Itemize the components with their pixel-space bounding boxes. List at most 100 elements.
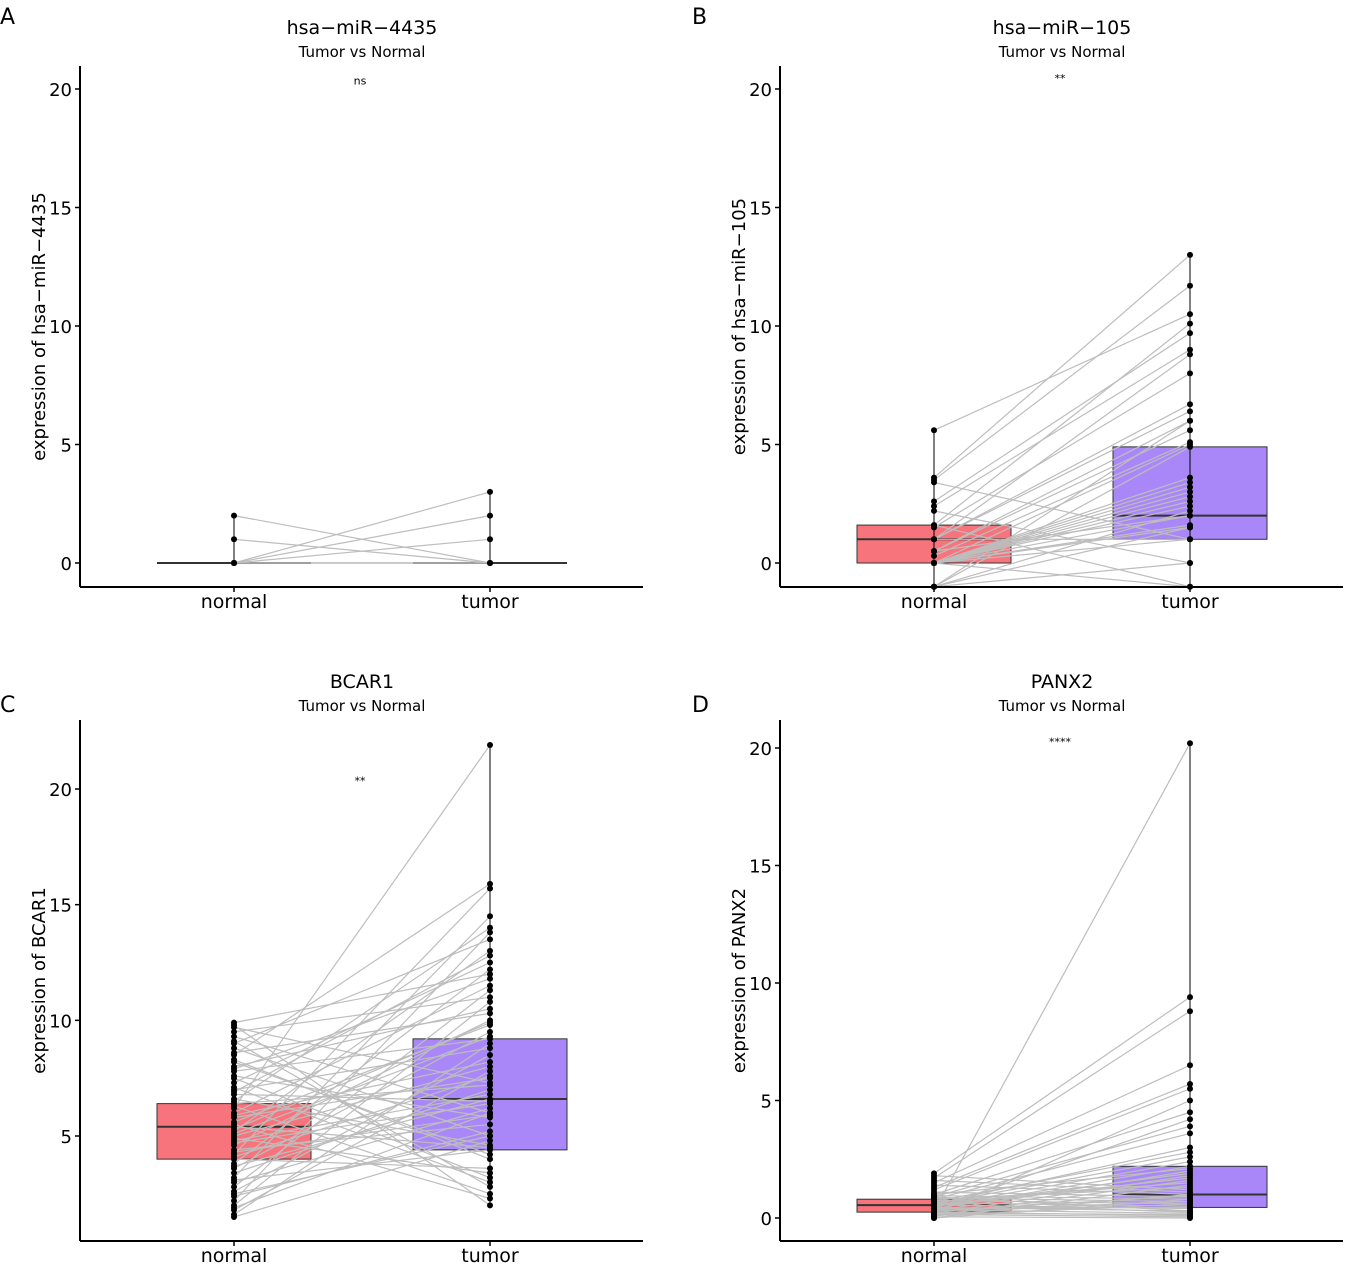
x-tick-label-b-tumor: tumor <box>1161 591 1219 613</box>
point-c-tumor-50 <box>487 1095 493 1102</box>
point-c-tumor-12 <box>487 1045 493 1052</box>
point-b-tumor-2 <box>1187 282 1193 289</box>
point-c-tumor-58 <box>487 1072 493 1079</box>
point-d-tumor-45 <box>1187 1198 1193 1205</box>
y-tick-label-b-4: 20 <box>749 80 772 101</box>
point-c-tumor-34 <box>487 1052 493 1059</box>
point-c-tumor-26 <box>487 885 493 892</box>
pair-line-c-48 <box>233 1137 491 1174</box>
point-d-tumor-4 <box>1187 1081 1193 1088</box>
pair-line-d-40 <box>933 1186 1191 1200</box>
pair-line-b-4 <box>933 349 1191 507</box>
pair-line-b-34 <box>933 562 1191 588</box>
pair-line-b-18 <box>933 496 1191 564</box>
point-a-tumor-3 <box>487 512 493 519</box>
point-c-tumor-7 <box>487 1156 493 1163</box>
x-tick-label-c-tumor: tumor <box>461 1245 519 1264</box>
point-c-normal-40 <box>231 1213 237 1220</box>
point-b-tumor-11 <box>1187 427 1193 434</box>
pair-line-d-45 <box>933 1200 1191 1212</box>
point-b-tumor-20 <box>1187 503 1193 510</box>
pair-line-c-52 <box>233 1135 491 1195</box>
chart-title-b: hsa−miR−105 <box>993 17 1132 39</box>
point-c-tumor-30 <box>487 1086 493 1093</box>
point-b-tumor-33 <box>1187 560 1193 566</box>
point-c-tumor-31 <box>487 913 493 920</box>
point-c-tumor-11 <box>487 959 493 966</box>
point-b-tumor-9 <box>1187 408 1193 415</box>
point-d-normal-17 <box>931 1172 937 1179</box>
point-c-tumor-33 <box>487 987 493 994</box>
pair-line-c-61 <box>233 955 491 1093</box>
pair-line-d-18 <box>933 1179 1191 1193</box>
pair-line-d-6 <box>933 1111 1191 1196</box>
point-c-tumor-23 <box>487 1091 493 1098</box>
pair-line-b-2 <box>933 285 1191 481</box>
point-b-normal-28 <box>931 507 937 514</box>
point-d-normal-40 <box>931 1196 937 1203</box>
pair-line-b-20 <box>933 505 1191 564</box>
pair-line-c-14 <box>233 927 491 1102</box>
point-d-tumor-40 <box>1187 1184 1193 1191</box>
point-b-tumor-4 <box>1187 346 1193 353</box>
point-c-tumor-53 <box>487 1109 493 1116</box>
pair-line-c-21 <box>233 950 491 1132</box>
point-b-tumor-35 <box>1187 417 1193 424</box>
pair-line-b-8 <box>933 403 1191 540</box>
point-d-tumor-5 <box>1187 1085 1193 1092</box>
pair-line-c-24 <box>233 1019 491 1146</box>
pair-line-d-4 <box>933 1083 1191 1189</box>
point-c-tumor-0 <box>487 971 493 978</box>
y-tick-label-a-0: 0 <box>61 554 72 575</box>
pair-line-c-37 <box>233 1001 491 1206</box>
y-axis-label-b: expression of hsa−miR−105 <box>729 198 750 455</box>
point-c-normal-49 <box>231 1149 237 1156</box>
point-c-normal-51 <box>231 1176 237 1183</box>
point-c-tumor-57 <box>487 1100 493 1107</box>
point-c-tumor-21 <box>487 947 493 954</box>
point-b-normal-29 <box>931 522 937 529</box>
y-tick-label-c-2: 15 <box>49 896 72 917</box>
point-b-tumor-8 <box>1187 401 1193 408</box>
point-b-tumor-3 <box>1187 330 1193 337</box>
point-c-normal-42 <box>231 1038 237 1045</box>
pair-line-c-15 <box>233 1105 491 1195</box>
pair-line-c-11 <box>233 961 491 1084</box>
panel-letter-d: D <box>692 693 709 718</box>
point-c-tumor-8 <box>487 1005 493 1012</box>
point-c-normal-47 <box>231 1121 237 1128</box>
point-b-tumor-25 <box>1187 443 1193 450</box>
point-d-tumor-3 <box>1187 1062 1193 1069</box>
pair-line-d-30 <box>933 1216 1191 1219</box>
point-c-normal-60 <box>231 1065 237 1072</box>
y-tick-label-b-2: 10 <box>749 317 772 338</box>
point-c-tumor-45 <box>487 1179 493 1186</box>
pair-line-d-1 <box>933 996 1191 1174</box>
point-d-tumor-32 <box>1187 1116 1193 1123</box>
point-b-tumor-15 <box>1187 479 1193 486</box>
chart-subtitle-b: Tumor vs Normal <box>998 43 1126 61</box>
point-c-tumor-59 <box>487 1010 493 1017</box>
pair-line-c-26 <box>233 888 491 1155</box>
pair-line-d-46 <box>933 1193 1191 1217</box>
pair-line-d-2 <box>933 1010 1191 1179</box>
pair-line-c-58 <box>233 1075 491 1158</box>
pair-line-b-1 <box>933 254 1191 479</box>
pair-line-c-56 <box>233 1035 491 1135</box>
pair-line-d-39 <box>933 1168 1191 1196</box>
point-b-normal-12 <box>931 552 937 559</box>
point-c-tumor-10 <box>487 1174 493 1181</box>
chart-subtitle-c: Tumor vs Normal <box>298 697 426 715</box>
point-c-normal-45 <box>231 1084 237 1091</box>
significance-label-c: ** <box>355 774 367 787</box>
pair-line-d-8 <box>933 1132 1191 1200</box>
point-c-normal-56 <box>231 1130 237 1137</box>
point-c-normal-61 <box>231 1089 237 1096</box>
pair-line-c-16 <box>233 744 491 1109</box>
point-d-normal-19 <box>931 1182 937 1189</box>
panel-letter-a: A <box>0 5 15 30</box>
point-c-normal-16 <box>231 1105 237 1112</box>
point-c-tumor-55 <box>487 1058 493 1065</box>
y-tick-label-d-2: 10 <box>749 974 772 995</box>
pair-line-c-54 <box>233 1084 491 1105</box>
